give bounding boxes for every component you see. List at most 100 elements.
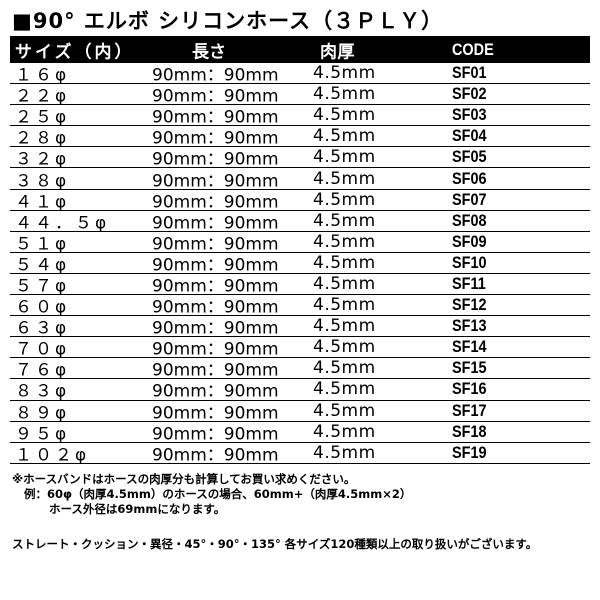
header-code: CODE: [452, 39, 494, 59]
table-row: ５１φ 90mm：90mm 4.5mm SF09: [10, 231, 590, 255]
cell-thickness: 4.5mm: [313, 147, 376, 168]
cell-length: 90mm：90mm: [152, 424, 279, 445]
header-length: 長さ: [192, 42, 226, 62]
table-row: ２８φ 90mm：90mm 4.5mm SF04: [10, 126, 590, 149]
cell-size: ４４．５φ: [15, 213, 110, 234]
cell-code: SF05: [452, 147, 487, 167]
cell-size: ９５φ: [15, 424, 70, 445]
cell-size: ８３φ: [15, 381, 70, 402]
cell-size: １０２φ: [15, 445, 90, 466]
cell-length: 90mm：90mm: [152, 445, 279, 466]
cell-thickness: 4.5mm: [313, 105, 376, 126]
cell-code: SF09: [452, 231, 487, 251]
cell-code: SF19: [452, 442, 487, 462]
table-row: ７６φ 90mm：90mm 4.5mm SF15: [10, 358, 590, 381]
cell-thickness: 4.5mm: [313, 273, 376, 294]
notes: ※ホースバンドはホースの肉厚分も計算してお買い求めください。 例：60φ（肉厚4…: [12, 472, 537, 552]
table-row: ６３φ 90mm：90mm 4.5mm SF13: [10, 316, 590, 339]
cell-length: 90mm：90mm: [152, 381, 279, 402]
cell-length: 90mm：90mm: [152, 192, 279, 213]
cell-thickness: 4.5mm: [313, 168, 376, 189]
table-row: ４１φ 90mm：90mm 4.5mm SF07: [10, 189, 590, 213]
cell-size: ８９φ: [15, 403, 70, 424]
cell-length: 90mm：90mm: [152, 297, 279, 318]
cell-length: 90mm：90mm: [152, 86, 279, 107]
cell-size: ５４φ: [15, 255, 70, 276]
table-row: ８９φ 90mm：90mm 4.5mm SF17: [10, 400, 590, 424]
cell-thickness: 4.5mm: [313, 400, 376, 421]
cell-code: SF18: [452, 421, 487, 441]
table-row: ６０φ 90mm：90mm 4.5mm SF12: [10, 295, 590, 318]
cell-thickness: 4.5mm: [313, 337, 376, 358]
cell-length: 90mm：90mm: [152, 107, 279, 128]
cell-code: SF03: [452, 105, 487, 125]
cell-size: ３８φ: [15, 171, 70, 192]
cell-code: SF16: [452, 379, 487, 399]
cell-length: 90mm：90mm: [152, 149, 279, 170]
cell-size: １６φ: [15, 65, 70, 86]
cell-code: SF04: [452, 126, 487, 146]
cell-size: ４１φ: [15, 192, 70, 213]
table-row: ２５φ 90mm：90mm 4.5mm SF03: [10, 105, 590, 128]
cell-thickness: 4.5mm: [313, 126, 376, 147]
table-row: ３８φ 90mm：90mm 4.5mm SF06: [10, 168, 590, 192]
cell-code: SF01: [452, 63, 487, 83]
cell-length: 90mm：90mm: [152, 360, 279, 381]
table-row: ７０φ 90mm：90mm 4.5mm SF14: [10, 337, 590, 360]
table-row: １６φ 90mm：90mm 4.5mm SF01: [10, 63, 590, 86]
cell-code: SF02: [452, 84, 487, 104]
cell-thickness: 4.5mm: [313, 231, 376, 252]
table-row: １０２φ 90mm：90mm 4.5mm SF19: [10, 442, 590, 466]
table-row: ２２φ 90mm：90mm 4.5mm SF02: [10, 84, 590, 107]
cell-size: ５１φ: [15, 234, 70, 255]
table-row: ８３φ 90mm：90mm 4.5mm SF16: [10, 379, 590, 402]
cell-size: ７６φ: [15, 360, 70, 381]
cell-length: 90mm：90mm: [152, 403, 279, 424]
note-lineup: ストレート・クッション・異径・45°・90°・135° 各サイズ120種類以上の…: [12, 537, 538, 551]
cell-size: ２２φ: [15, 86, 70, 107]
table-header: サイズ（内） 長さ 肉厚 CODE: [10, 36, 590, 63]
cell-length: 90mm：90mm: [152, 255, 279, 276]
cell-length: 90mm：90mm: [152, 171, 279, 192]
cell-length: 90mm：90mm: [152, 339, 279, 360]
cell-length: 90mm：90mm: [152, 276, 279, 297]
cell-thickness: 4.5mm: [313, 63, 376, 84]
cell-size: ７０φ: [15, 339, 70, 360]
cell-size: ５７φ: [15, 276, 70, 297]
cell-thickness: 4.5mm: [313, 316, 376, 337]
cell-thickness: 4.5mm: [313, 421, 376, 442]
cell-size: ２８φ: [15, 128, 70, 149]
cell-thickness: 4.5mm: [313, 252, 376, 273]
cell-length: 90mm：90mm: [152, 213, 279, 234]
cell-code: SF10: [452, 252, 487, 272]
spec-table: サイズ（内） 長さ 肉厚 CODE １６φ 90mm：90mm 4.5mm SF01 ２…: [10, 36, 590, 466]
cell-thickness: 4.5mm: [313, 358, 376, 379]
cell-size: ６３φ: [15, 318, 70, 339]
note-hose-band: ※ホースバンドはホースの肉厚分も計算してお買い求めください。: [12, 472, 356, 486]
cell-code: SF15: [452, 358, 487, 378]
table-row: ５４φ 90mm：90mm 4.5mm SF10: [10, 252, 590, 276]
table-row: ４４．５φ 90mm：90mm 4.5mm SF08: [10, 210, 590, 234]
table-row: ３２φ 90mm：90mm 4.5mm SF05: [10, 147, 590, 170]
cell-thickness: 4.5mm: [313, 442, 376, 463]
note-example: 例：60φ（肉厚4.5mm）のホースの場合、60mm+（肉厚4.5mm×2）: [24, 487, 412, 501]
cell-code: SF07: [452, 189, 487, 209]
cell-length: 90mm：90mm: [152, 234, 279, 255]
cell-code: SF06: [452, 168, 487, 188]
cell-length: 90mm：90mm: [152, 128, 279, 149]
header-thickness: 肉厚: [320, 42, 355, 62]
table-row: ５７φ 90mm：90mm 4.5mm SF11: [10, 273, 590, 297]
cell-code: SF14: [452, 337, 487, 357]
note-outer-diameter: ホース外径は69mmになります。: [49, 502, 226, 516]
cell-length: 90mm：90mm: [152, 318, 279, 339]
cell-code: SF08: [452, 210, 487, 230]
cell-thickness: 4.5mm: [313, 210, 376, 231]
cell-length: 90mm：90mm: [152, 65, 279, 86]
cell-thickness: 4.5mm: [313, 295, 376, 316]
cell-code: SF17: [452, 400, 487, 420]
cell-code: SF11: [452, 273, 486, 293]
page-title: ■90° エルボ シリコンホース（３ＰＬＹ）: [12, 9, 444, 33]
cell-thickness: 4.5mm: [313, 84, 376, 105]
header-size: サイズ（内）: [15, 42, 135, 62]
cell-size: ２５φ: [15, 107, 70, 128]
